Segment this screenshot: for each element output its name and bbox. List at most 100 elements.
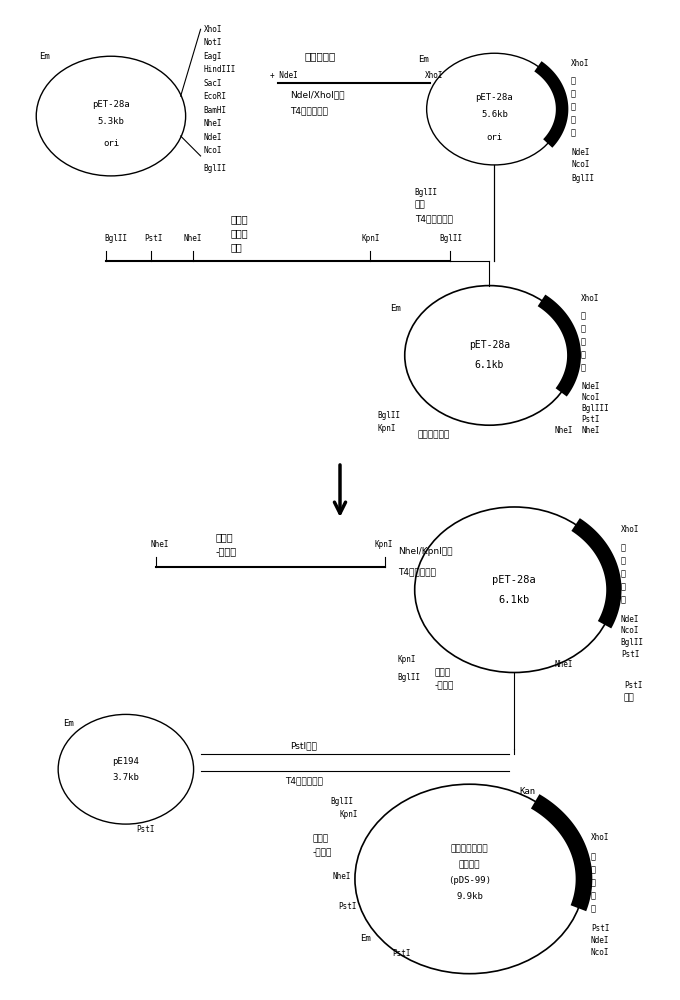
Text: pE194: pE194 xyxy=(112,757,139,766)
Text: PstI: PstI xyxy=(581,415,600,424)
Text: HindIII: HindIII xyxy=(203,65,236,74)
Ellipse shape xyxy=(415,507,614,673)
Text: T4连接酶连接: T4连接酶连接 xyxy=(290,107,328,116)
Text: PstI: PstI xyxy=(143,234,163,243)
Text: PstI: PstI xyxy=(621,650,639,659)
Text: 牛: 牛 xyxy=(621,543,626,552)
Ellipse shape xyxy=(355,784,584,974)
Text: 蛋: 蛋 xyxy=(621,582,626,591)
Text: 乳: 乳 xyxy=(571,90,576,99)
Text: 5.6kb: 5.6kb xyxy=(481,110,508,119)
Text: 蛋: 蛋 xyxy=(581,350,586,359)
Text: BamHI: BamHI xyxy=(203,106,226,115)
Text: BglII: BglII xyxy=(439,234,462,243)
Text: T4连接酶连接: T4连接酶连接 xyxy=(398,567,436,576)
Text: NotI: NotI xyxy=(203,38,222,47)
Text: PstI: PstI xyxy=(136,825,154,834)
Text: 乳: 乳 xyxy=(621,556,626,565)
Text: Kan: Kan xyxy=(520,787,535,796)
Text: Em: Em xyxy=(39,52,50,61)
Text: 白: 白 xyxy=(621,595,626,604)
Text: 乳: 乳 xyxy=(581,324,586,333)
Text: 铁: 铁 xyxy=(621,569,626,578)
Text: XhoI: XhoI xyxy=(621,525,639,534)
Text: 牛: 牛 xyxy=(591,853,596,862)
Text: + NdeI: + NdeI xyxy=(270,71,298,80)
Text: ori: ori xyxy=(486,133,503,142)
Text: NdeI/XhoI酶切: NdeI/XhoI酶切 xyxy=(290,91,345,100)
Text: pET-28a: pET-28a xyxy=(469,340,510,350)
Text: NheI/KpnI酶切: NheI/KpnI酶切 xyxy=(398,547,452,556)
Text: 牛: 牛 xyxy=(571,77,576,86)
Text: PstI: PstI xyxy=(338,902,356,911)
Text: BglII: BglII xyxy=(571,174,594,183)
Text: NheI: NheI xyxy=(332,872,350,881)
Text: 信号肽: 信号肽 xyxy=(231,228,248,238)
Text: PstI: PstI xyxy=(392,949,410,958)
Text: 双启动子分泌型: 双启动子分泌型 xyxy=(451,845,488,854)
Text: BglII: BglII xyxy=(203,164,226,173)
Text: 5.3kb: 5.3kb xyxy=(97,117,124,126)
Text: 牛: 牛 xyxy=(581,311,586,320)
Text: 6.1kb: 6.1kb xyxy=(498,595,530,605)
Ellipse shape xyxy=(58,714,194,824)
Text: BglIII: BglIII xyxy=(581,404,609,413)
Text: Em: Em xyxy=(418,55,428,64)
Text: BglII: BglII xyxy=(330,797,353,806)
Text: NcoI: NcoI xyxy=(203,146,222,155)
Text: NdeI: NdeI xyxy=(203,133,222,142)
Text: 乳: 乳 xyxy=(591,865,596,874)
Text: NheI: NheI xyxy=(581,426,600,435)
Text: 铁: 铁 xyxy=(581,337,586,346)
Text: 3.7kb: 3.7kb xyxy=(112,773,139,782)
Text: NheI: NheI xyxy=(554,426,573,435)
Text: NcoI: NcoI xyxy=(581,393,600,402)
Text: 9.9kb: 9.9kb xyxy=(456,892,483,901)
Text: -抗菌肽: -抗菌肽 xyxy=(216,546,237,556)
Text: pET-28a: pET-28a xyxy=(92,100,130,109)
Text: 白: 白 xyxy=(581,363,586,372)
Text: KpnI: KpnI xyxy=(362,234,380,243)
Text: KpnI: KpnI xyxy=(375,540,393,549)
Text: XhoI: XhoI xyxy=(424,71,443,80)
Text: EagI: EagI xyxy=(203,52,222,61)
Ellipse shape xyxy=(36,56,186,176)
Text: 启动子: 启动子 xyxy=(231,214,248,224)
Text: NheI: NheI xyxy=(203,119,222,128)
Text: PstI: PstI xyxy=(624,681,643,690)
Text: KpnI: KpnI xyxy=(378,424,396,433)
Text: 片段: 片段 xyxy=(231,242,242,252)
Text: Em: Em xyxy=(63,719,74,728)
Text: ori: ori xyxy=(103,139,119,148)
Text: 酶切: 酶切 xyxy=(624,693,634,702)
Text: Em: Em xyxy=(390,304,401,313)
Text: 铁: 铁 xyxy=(571,103,576,112)
Text: BglII: BglII xyxy=(621,638,644,647)
Text: 穿核质粒: 穿核质粒 xyxy=(459,860,480,869)
Text: NdeI: NdeI xyxy=(571,148,590,157)
Text: pET-28a: pET-28a xyxy=(475,93,513,102)
Text: KpnI: KpnI xyxy=(398,655,416,664)
Text: NcoI: NcoI xyxy=(591,948,609,957)
Text: -抗菌肽: -抗菌肽 xyxy=(435,681,454,690)
Text: XhoI: XhoI xyxy=(203,25,222,34)
Text: 溶菌酶: 溶菌酶 xyxy=(216,532,233,542)
Text: (pDS-99): (pDS-99) xyxy=(448,876,491,885)
Text: BglII: BglII xyxy=(378,411,401,420)
Text: 启动子信号肽: 启动子信号肽 xyxy=(418,431,450,440)
Text: KpnI: KpnI xyxy=(340,810,358,819)
Text: 蛋: 蛋 xyxy=(591,891,596,900)
Text: EcoRI: EcoRI xyxy=(203,92,226,101)
Text: T4连接酶连接: T4连接酶连接 xyxy=(415,214,453,223)
Text: pET-28a: pET-28a xyxy=(492,575,536,585)
Text: NheI: NheI xyxy=(151,540,169,549)
Ellipse shape xyxy=(405,286,574,425)
Text: NheI: NheI xyxy=(554,660,573,669)
Text: NcoI: NcoI xyxy=(621,626,639,635)
Text: XhoI: XhoI xyxy=(591,833,609,842)
Text: XhoI: XhoI xyxy=(571,59,590,68)
Text: 白: 白 xyxy=(591,904,596,913)
Text: 牛乳铁蛋白: 牛乳铁蛋白 xyxy=(305,51,336,61)
Text: NdeI: NdeI xyxy=(581,382,600,391)
Text: 蛋: 蛋 xyxy=(571,116,576,125)
